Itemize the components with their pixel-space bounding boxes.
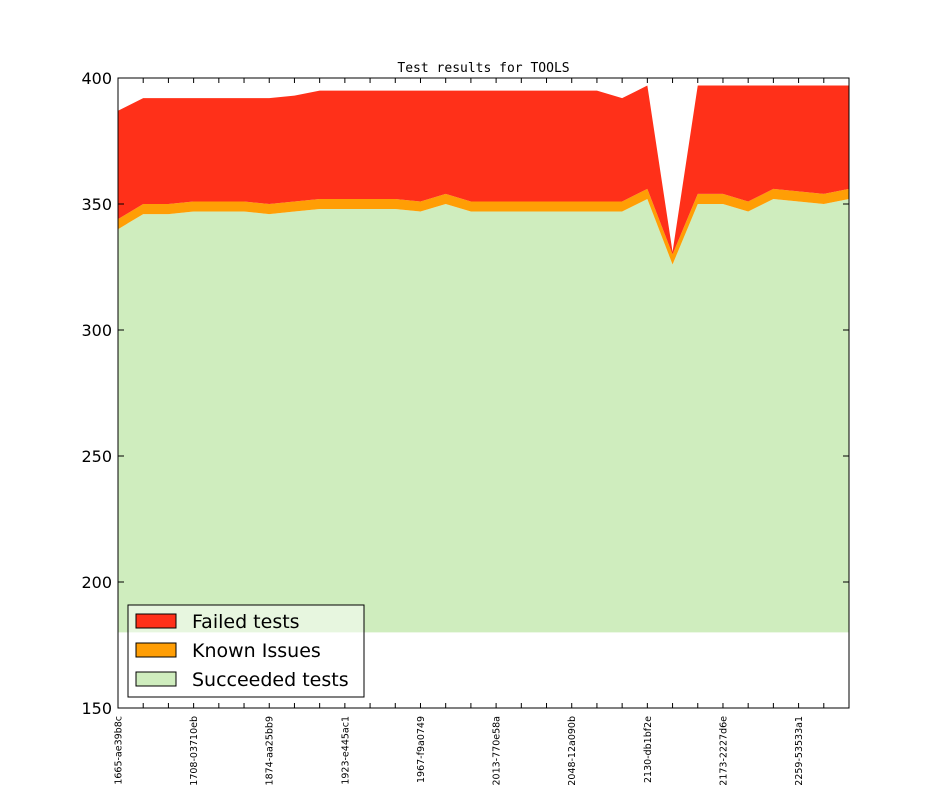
legend-label-succeeded: Succeeded tests — [192, 669, 349, 691]
legend-swatch-succeeded — [135, 671, 177, 687]
x-tick-label: 2013-770e58a — [492, 716, 503, 786]
area-succeeded-tests — [118, 198, 849, 633]
y-tick-label: 300 — [81, 321, 112, 340]
legend: Failed tests Known Issues Succeeded test… — [127, 604, 365, 698]
legend-label-failed: Failed tests — [192, 611, 300, 633]
x-tick-label: 2173-2227d6e — [718, 716, 729, 786]
y-tick-label: 150 — [81, 699, 112, 718]
x-tick-label: 2130-db1bf2e — [643, 716, 654, 783]
y-tick-label: 350 — [81, 195, 112, 214]
area-failed-tests — [118, 85, 849, 255]
legend-swatch-failed — [135, 613, 177, 629]
x-tick-label: 1967-f9a0749 — [416, 716, 427, 783]
area-layers — [118, 85, 849, 633]
x-tick-label: 1708-03710eb — [189, 716, 200, 786]
y-tick-label: 200 — [81, 573, 112, 592]
axis-ticks: 150 200 250 300 350 400 1665-ae39b8c 1708-03710… — [81, 69, 850, 786]
x-tick-label: 2259-53533a1 — [794, 716, 805, 786]
x-tick-label: 1874-aa25bb9 — [265, 716, 276, 785]
y-tick-label: 400 — [81, 69, 112, 88]
plot-frame — [117, 77, 850, 709]
x-tick-label: 2048-12a090b — [567, 716, 578, 786]
chart-title: Test results for TOOLS — [397, 61, 569, 76]
area-known-issues — [118, 188, 849, 265]
x-tick-label: 1923-e445ac1 — [340, 716, 351, 785]
legend-swatch-known — [135, 642, 177, 658]
x-tick-label: 1665-ae39b8c — [114, 716, 125, 785]
legend-label-known: Known Issues — [192, 640, 321, 662]
y-tick-label: 250 — [81, 447, 112, 466]
